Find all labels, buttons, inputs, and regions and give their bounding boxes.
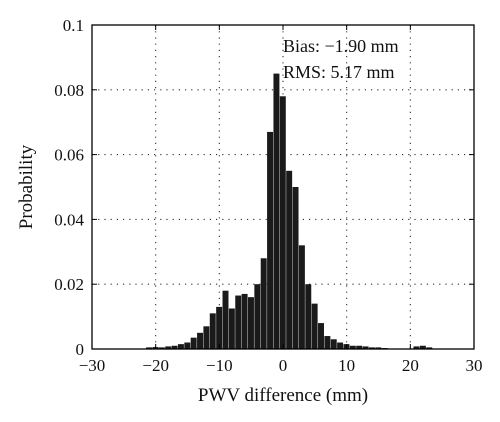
histogram-bar: [235, 295, 242, 349]
histogram-bar: [286, 170, 293, 349]
histogram-bar: [413, 346, 420, 349]
histogram-bar: [247, 297, 254, 349]
y-axis-ticks: 0 0.02 0.04 0.06 0.08 0.1: [54, 16, 474, 359]
histogram-bar: [356, 345, 363, 349]
histogram-bar: [177, 344, 184, 349]
histogram-bar: [171, 345, 178, 349]
histogram-bar: [362, 346, 369, 349]
y-tick-label: 0: [76, 340, 85, 359]
histogram-bar: [254, 284, 261, 349]
y-tick-label: 0.1: [63, 16, 84, 35]
histogram-bars: [146, 73, 433, 349]
histogram-bar: [337, 342, 344, 349]
histogram-bar: [146, 347, 153, 349]
histogram-bar: [228, 308, 235, 349]
histogram-bar: [318, 323, 324, 349]
histogram-bar: [209, 313, 216, 349]
x-axis-ticks: −30 −20 −10 0 10 20 30: [79, 25, 483, 375]
y-tick-label: 0.04: [54, 210, 84, 229]
histogram-bar: [298, 245, 305, 349]
x-tick-label: 0: [279, 356, 288, 375]
rms-annotation: RMS: 5.17 mm: [283, 62, 395, 82]
histogram-bar: [190, 337, 197, 349]
histogram-bar: [324, 336, 331, 349]
histogram-bar: [279, 96, 286, 349]
histogram-bar: [184, 342, 191, 349]
y-tick-label: 0.06: [54, 146, 84, 165]
histogram-bar: [216, 306, 223, 349]
stats-annotations: Bias: −1.90 mm RMS: 5.17 mm: [283, 36, 399, 82]
x-tick-label: 20: [402, 356, 419, 375]
y-tick-label: 0.02: [54, 275, 84, 294]
x-axis-label: PWV difference (mm): [198, 385, 368, 406]
histogram-bar: [267, 131, 274, 349]
bias-annotation: Bias: −1.90 mm: [283, 36, 399, 56]
histogram-bar: [222, 290, 229, 349]
histogram-bar: [197, 332, 204, 349]
histogram-bar: [273, 73, 280, 349]
histogram-bar: [260, 258, 267, 349]
histogram-bar: [165, 346, 172, 349]
y-axis-label: Probability: [16, 144, 37, 229]
histogram-bar: [292, 187, 299, 349]
x-tick-label: −20: [142, 356, 169, 375]
histogram-bar: [426, 347, 433, 349]
x-tick-label: 10: [338, 356, 355, 375]
x-tick-label: −30: [79, 356, 106, 375]
histogram-bar: [158, 347, 165, 349]
histogram-bar: [419, 345, 426, 349]
histogram-bar: [203, 326, 210, 349]
x-tick-label: 30: [466, 356, 483, 375]
histogram-bar: [311, 303, 318, 349]
histogram-bar: [349, 345, 356, 349]
x-tick-label: −10: [206, 356, 233, 375]
histogram-bar: [330, 339, 337, 349]
histogram-bar: [241, 293, 248, 349]
histogram-bar: [375, 347, 382, 349]
y-tick-label: 0.08: [54, 81, 84, 100]
histogram-bar: [305, 284, 312, 349]
histogram-bar: [368, 347, 375, 349]
